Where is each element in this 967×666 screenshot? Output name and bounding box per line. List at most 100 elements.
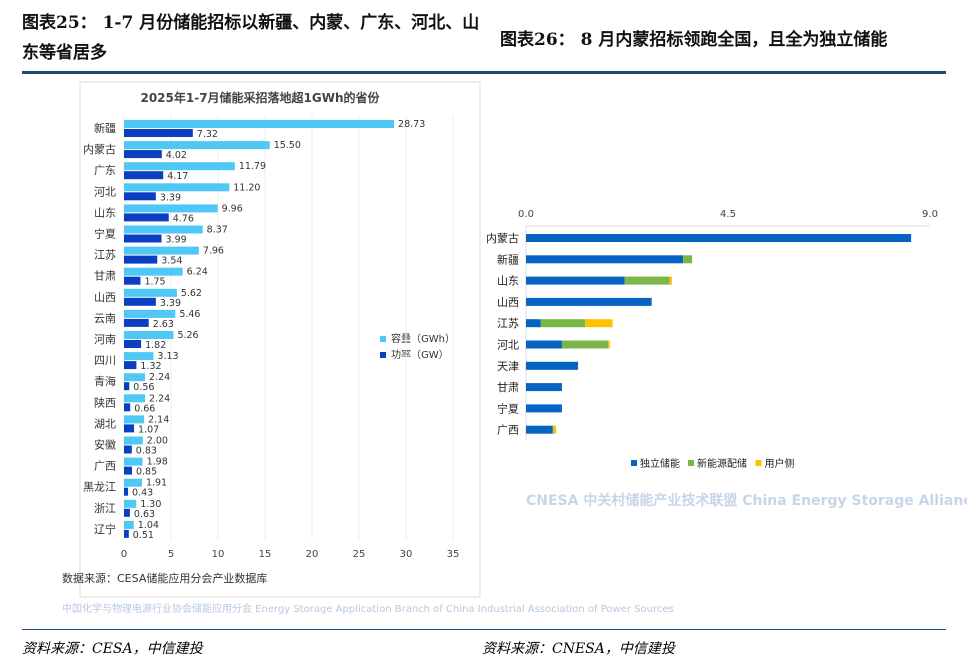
legend-swatch-power [380,352,386,358]
category-label: 内蒙古 [83,142,116,156]
data-label-power: 1.82 [145,340,166,351]
data-label-capacity: 1.91 [146,478,167,489]
bar-capacity [124,436,143,445]
category-label: 山东 [94,206,116,219]
category-label: 黑龙江 [83,481,116,494]
data-label-power: 4.17 [167,171,188,182]
data-label-capacity: 5.62 [181,288,202,299]
category-label: 广东 [94,164,116,177]
bar-capacity [124,352,154,361]
data-label-capacity: 2.24 [149,393,170,404]
bar-capacity [124,499,137,508]
figure-26-title: 图表26： 8 月内蒙招标领跑全国，且全为独立储能 [500,30,888,50]
bar-capacity [124,288,177,297]
category-label: 宁夏 [94,227,116,241]
x-tick-label: 20 [306,549,319,560]
data-label-capacity: 11.79 [239,161,266,172]
data-label-power: 0.56 [133,382,154,393]
bar-power [124,297,156,306]
data-label-power: 0.66 [134,403,155,414]
category-label: 陕西 [94,395,116,409]
bar-capacity [124,267,183,276]
bar-power [124,340,142,348]
legend-power: 功率（GW） [391,348,449,361]
data-label-power: 3.39 [160,192,181,203]
bar-power [124,255,158,264]
x-tick-label: 5 [168,549,174,560]
data-label-capacity: 3.13 [157,351,178,362]
data-label-capacity: 9.96 [222,203,243,214]
bar-power [124,276,141,285]
bar-power [124,234,162,243]
data-label-capacity: 6.24 [187,267,208,278]
bar-capacity [124,204,218,213]
bar-capacity [124,415,145,424]
bar-power [124,129,193,137]
bar-power [124,487,129,496]
bar-capacity [124,478,142,487]
bar-power [124,382,130,391]
category-label: 河南 [94,333,116,346]
data-label-power: 7.32 [197,129,218,140]
category-label: 新疆 [94,121,116,135]
chart-note: 数据来源：CESA储能应用分会产业数据库 [62,571,267,585]
data-label-power: 1.32 [140,361,161,372]
data-label-power: 0.51 [133,530,154,541]
bar-power [124,213,169,222]
category-label: 广西 [94,460,116,473]
bar-capacity [124,520,134,529]
category-label: 安徽 [94,438,116,452]
data-label-power: 3.99 [166,235,187,246]
bar-capacity [124,394,146,403]
bar-capacity [124,309,176,318]
data-label-power: 0.85 [136,467,157,478]
data-label-power: 3.54 [161,256,182,267]
x-tick-label: 30 [400,549,413,560]
x-tick-label: 25 [353,549,366,560]
category-label: 甘肃 [94,270,116,283]
category-label: 四川 [94,354,116,367]
bar-capacity [124,162,235,171]
source-right: 资料来源：CNESA，中信建投 [482,641,675,657]
figure-25-title: 图表25： 1-7 月份储能招标以新疆、内蒙、广东、河北、山东等省居多 [22,13,480,63]
bar-power [124,318,149,327]
legend-capacity: 容量（GWh） [391,332,455,345]
data-label-capacity: 1.98 [147,457,168,468]
data-label-capacity: 1.30 [140,499,161,510]
chart-frame [79,81,481,598]
data-label-capacity: 11.20 [233,182,260,193]
data-label-capacity: 2.24 [149,372,170,383]
data-label-capacity: 2.14 [148,414,169,425]
category-label: 云南 [94,312,116,325]
category-label: 辽宁 [94,522,116,536]
data-label-capacity: 1.04 [138,520,159,531]
data-label-capacity: 5.26 [177,330,198,341]
bar-capacity [124,120,395,128]
data-label-power: 0.63 [134,509,155,520]
bar-capacity [124,331,174,339]
bar-power [124,150,162,159]
source-left: 资料来源：CESA，中信建投 [22,641,203,657]
data-label-power: 1.75 [144,277,165,288]
bar-power [124,192,156,201]
bar-power [124,171,164,180]
category-label: 江苏 [94,249,116,262]
category-label: 湖北 [94,417,116,430]
footer-divider [22,629,946,630]
data-label-capacity: 15.50 [274,140,301,151]
data-label-power: 3.39 [160,298,181,309]
x-tick-label: 35 [447,549,460,560]
category-label: 浙江 [94,502,116,515]
bar-capacity [124,183,230,192]
header-divider [22,71,946,74]
x-tick-label: 15 [259,549,272,560]
bar-power [124,361,137,370]
data-label-power: 1.07 [138,424,159,435]
data-label-power: 4.76 [173,213,194,224]
legend-swatch-capacity [380,336,386,342]
category-label: 山西 [94,291,116,304]
x-tick-label: 10 [212,549,225,560]
bar-power [124,529,129,538]
bar-capacity [124,246,199,255]
